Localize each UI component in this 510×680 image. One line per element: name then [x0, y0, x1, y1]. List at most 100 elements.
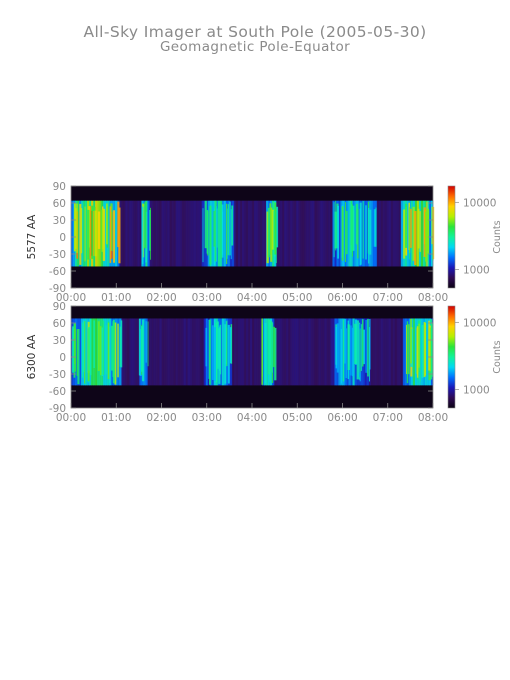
heatmap-column — [260, 200, 263, 267]
aurora-streak — [208, 319, 211, 385]
heatmap-column — [137, 318, 140, 386]
heatmap-column — [382, 200, 386, 267]
heatmap-column — [258, 318, 261, 386]
heatmap-column — [328, 200, 331, 267]
aurora-streak — [230, 209, 232, 260]
heatmap-column — [127, 200, 130, 267]
heatmap-column — [310, 200, 313, 267]
heatmap-column — [197, 200, 201, 267]
aurora-streak — [117, 323, 119, 378]
heatmap-column — [400, 318, 404, 386]
aurora-streak — [266, 211, 269, 264]
aurora-streak — [349, 325, 352, 376]
aurora-streak — [362, 329, 365, 365]
heatmap-column — [133, 200, 136, 267]
heatmap-column — [99, 200, 102, 267]
aurora-streak — [97, 321, 100, 371]
aurora-streak — [350, 206, 352, 246]
aurora-streak — [425, 211, 428, 262]
aurora-streak — [352, 205, 355, 251]
y-tick-label: -30 — [49, 249, 66, 261]
aurora-streak — [354, 323, 357, 364]
aurora-streak — [219, 324, 222, 375]
aurora-streak — [80, 208, 83, 254]
heatmap-column — [322, 200, 325, 267]
y-axis-label: 6300 AA — [26, 334, 38, 380]
aurora-streak — [108, 326, 111, 384]
heatmap-column — [428, 200, 432, 267]
aurora-streak — [209, 205, 212, 265]
x-tick-label: 00:00 — [56, 412, 86, 424]
heatmap-column — [390, 200, 394, 267]
aurora-streak — [419, 319, 421, 382]
heatmap-column — [227, 200, 231, 267]
heatmap-column — [262, 318, 265, 386]
aurora-streak — [120, 320, 123, 368]
y-tick-label: -60 — [49, 386, 66, 398]
aurora-streak — [344, 318, 346, 364]
heatmap-column — [199, 318, 203, 386]
y-tick-label: 60 — [53, 318, 66, 330]
heatmap-column — [195, 200, 199, 267]
heatmap-column — [338, 200, 341, 267]
colorbar — [448, 306, 455, 408]
aurora-streak — [267, 207, 270, 258]
aurora-streak — [229, 201, 231, 256]
y-tick-label: 0 — [59, 352, 66, 364]
heatmap-column — [189, 318, 193, 386]
heatmap-column — [201, 318, 205, 386]
aurora-streak — [85, 205, 87, 261]
aurora-streak — [145, 321, 147, 363]
heatmap-column — [406, 200, 410, 267]
x-tick-label: 07:00 — [373, 292, 403, 304]
aurora-streak — [358, 323, 361, 378]
heatmap-column — [163, 200, 166, 267]
aurora-streak — [110, 203, 113, 251]
aurora-streak — [269, 203, 272, 255]
aurora-streak — [368, 327, 370, 382]
heatmap-column — [121, 200, 124, 267]
aurora-streak — [215, 322, 218, 383]
aurora-streak — [117, 201, 120, 248]
aurora-streak — [355, 203, 359, 245]
heatmap-column — [125, 318, 128, 386]
heatmap-column — [123, 200, 126, 267]
y-tick-label: -60 — [49, 266, 66, 278]
aurora-streak — [113, 210, 116, 263]
heatmap-column — [81, 200, 84, 267]
heatmap-column — [235, 200, 239, 267]
y-tick-label: 60 — [53, 198, 66, 210]
aurora-streak — [84, 206, 86, 262]
aurora-streak — [112, 319, 115, 384]
heatmap-column — [249, 200, 253, 267]
heatmap-column — [262, 200, 265, 267]
heatmap-column — [388, 200, 392, 267]
aurora-streak — [150, 207, 151, 260]
heatmap-column — [193, 318, 197, 386]
x-tick-label: 06:00 — [327, 292, 357, 304]
heatmap-column — [304, 318, 307, 386]
heatmap-column — [290, 318, 293, 386]
heatmap-column — [209, 318, 213, 386]
heatmap-column — [298, 318, 301, 386]
aurora-streak — [365, 319, 368, 373]
heatmap-column — [169, 200, 172, 267]
heatmap-column — [310, 318, 313, 386]
heatmap-column — [360, 200, 364, 267]
heatmap-column — [328, 318, 331, 386]
heatmap-column — [252, 200, 255, 267]
y-tick-label: 30 — [53, 335, 66, 347]
aurora-streak — [264, 322, 267, 384]
heatmap-column — [330, 318, 333, 386]
heatmap-column — [258, 200, 261, 267]
aurora-streak — [102, 320, 105, 375]
heatmap-column — [400, 200, 404, 267]
heatmap-column — [115, 318, 118, 386]
heatmap-column — [392, 318, 396, 386]
aurora-streak — [432, 206, 435, 260]
heatmap-column — [284, 318, 287, 386]
y-tick-label: 90 — [53, 181, 66, 193]
heatmap-column — [221, 318, 225, 386]
